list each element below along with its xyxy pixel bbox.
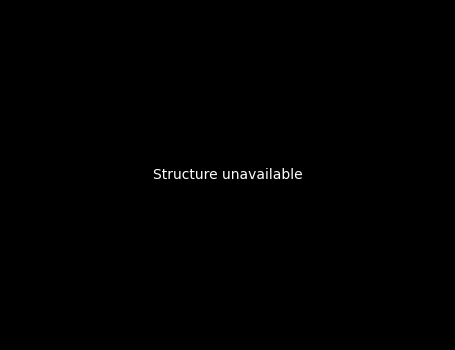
Text: Structure unavailable: Structure unavailable xyxy=(153,168,302,182)
